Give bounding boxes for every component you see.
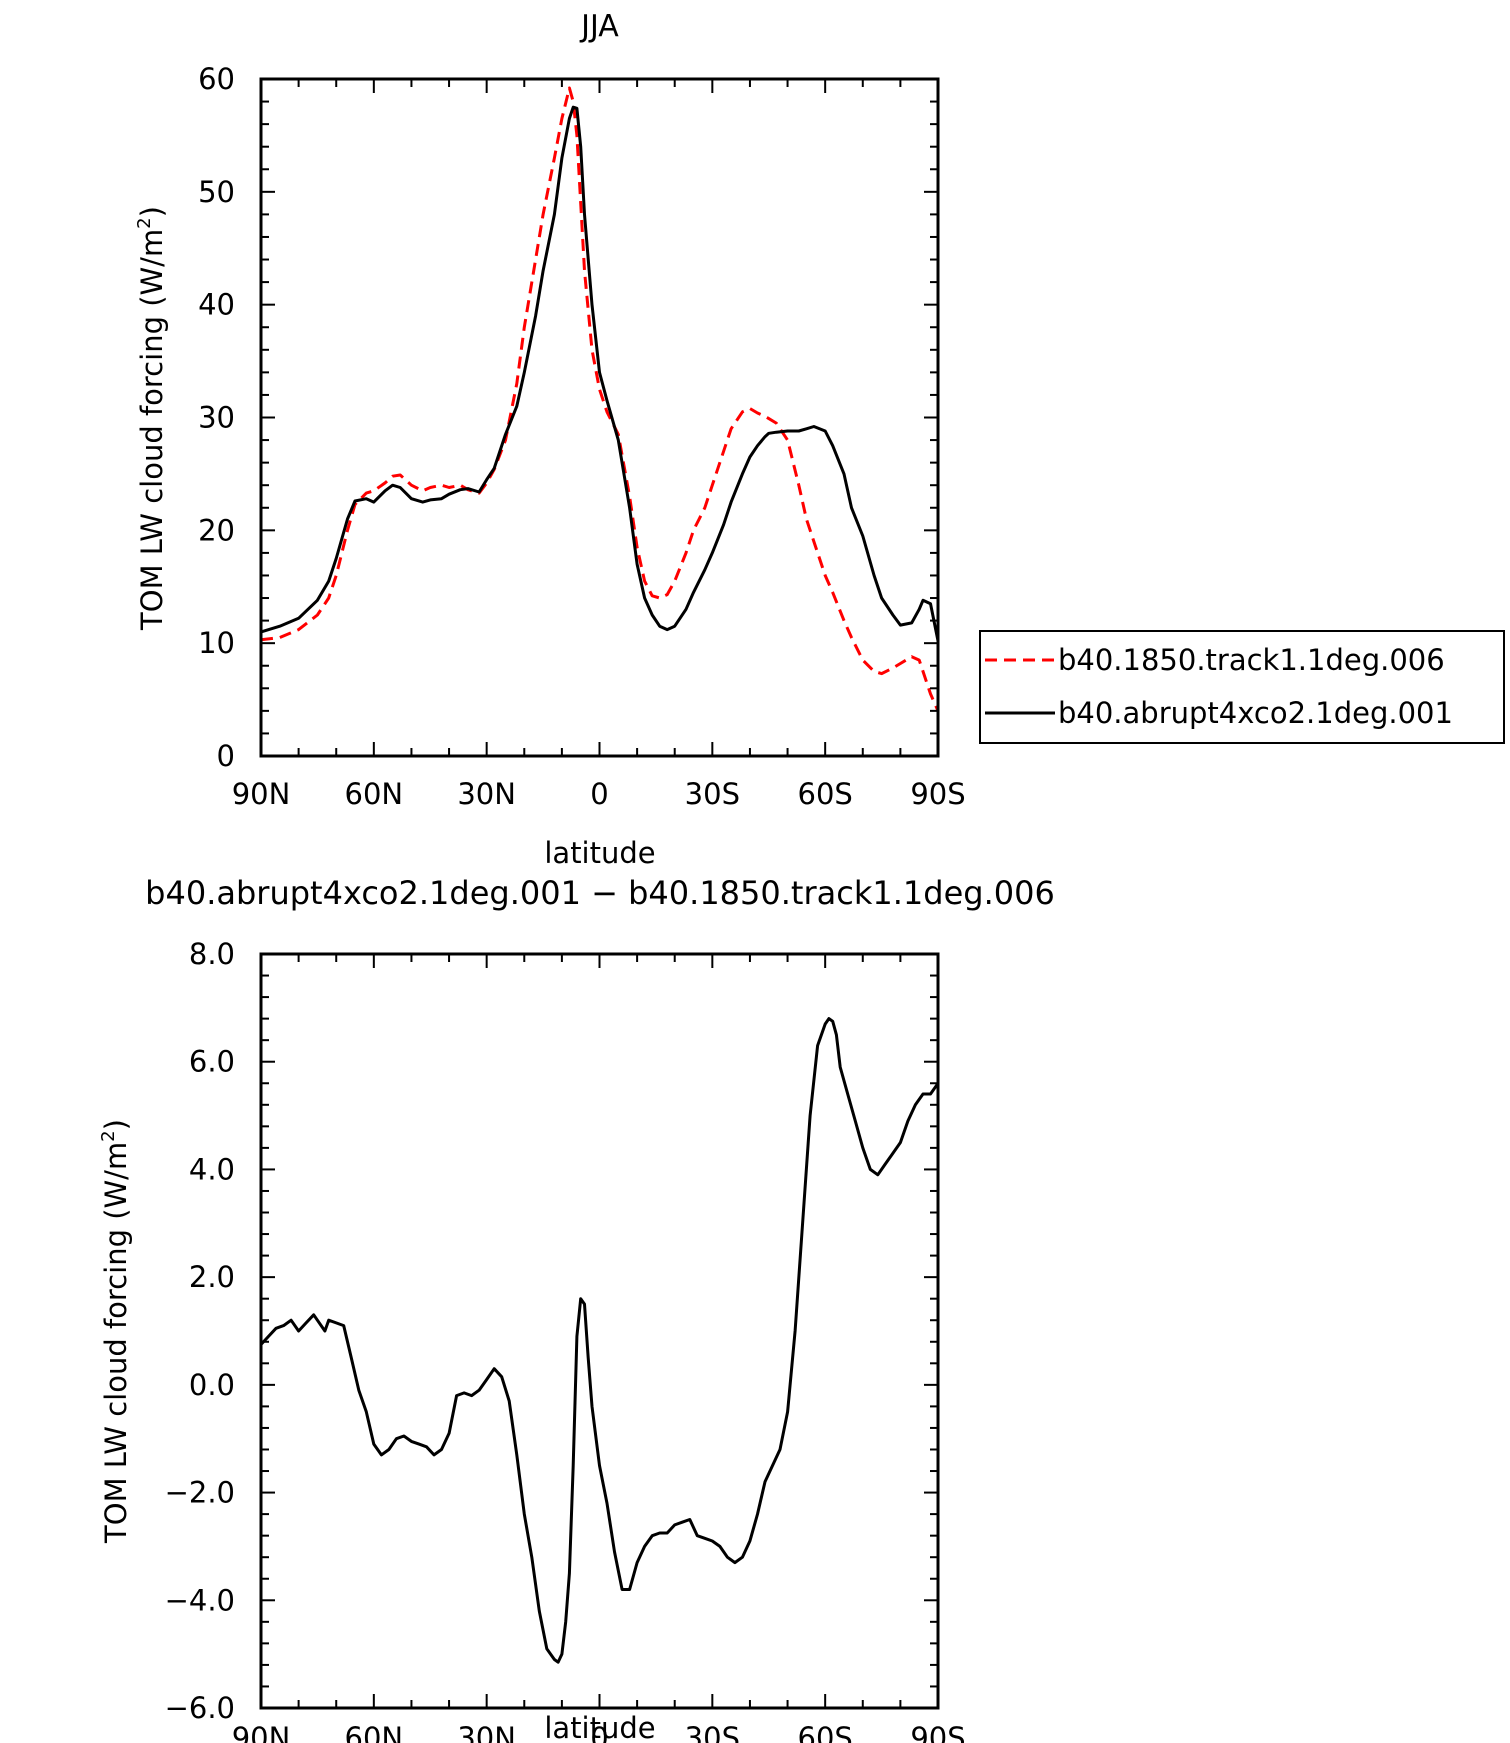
legend-label: b40.1850.track1.1deg.006	[1058, 643, 1445, 677]
x-tick-label: 60S	[798, 1721, 853, 1743]
top-panel: JJA 90N 60N 30N 0 30S 60S 90S 0 10 20 30 40 50 60 la…	[134, 9, 1505, 870]
y-tick-labels: 0 10 20 30 40 50 60	[198, 62, 235, 773]
chart-title: JJA	[579, 9, 619, 44]
axis-ticks	[260, 78, 939, 757]
x-tick-label: 30S	[685, 777, 740, 811]
x-tick-label: 90S	[910, 777, 965, 811]
axis-ticks	[260, 953, 939, 1709]
x-tick-label: 0	[590, 777, 608, 811]
series-line-1	[260, 86, 940, 712]
x-axis-label: latitude	[544, 1711, 655, 1743]
x-tick-label: 60N	[345, 777, 404, 811]
y-axis-label: TOM LW cloud forcing (W/m2)	[98, 1119, 133, 1544]
series-lines	[259, 1017, 940, 1664]
plot-area: 90N 60N 30N 0 30S 60S 90S 0 10 20 30 40 50 60	[198, 62, 966, 811]
series-lines	[260, 86, 940, 712]
series-line-1	[259, 1017, 940, 1664]
y-tick-labels: −6.0 −4.0 −2.0 0.0 2.0 4.0 6.0 8.0	[165, 937, 235, 1725]
x-tick-label: 60S	[798, 777, 853, 811]
legend: b40.1850.track1.1deg.006 b40.abrupt4xco2…	[979, 630, 1505, 744]
y-tick-label: 60	[198, 62, 235, 96]
y-tick-label: 20	[198, 513, 235, 547]
series-line-2	[260, 105, 940, 642]
y-tick-label: 8.0	[189, 937, 235, 971]
legend-entry: b40.1850.track1.1deg.006	[985, 643, 1445, 677]
x-tick-label: 90S	[910, 1721, 965, 1743]
legend-label: b40.abrupt4xco2.1deg.001	[1058, 696, 1453, 730]
bottom-panel: b40.abrupt4xco2.1deg.001 − b40.1850.trac…	[98, 874, 1055, 1743]
x-tick-labels: 90N 60N 30N 0 30S 60S 90S	[232, 777, 966, 811]
y-tick-label: 30	[198, 401, 235, 435]
legend-box	[979, 630, 1505, 744]
x-tick-labels: 90N 60N 30N 0 30S 60S 90S	[232, 1721, 966, 1743]
x-tick-label: 30N	[457, 777, 516, 811]
x-tick-label: 30S	[685, 1721, 740, 1743]
plot-frame	[259, 952, 940, 1710]
y-tick-label: 2.0	[189, 1260, 235, 1294]
chart-title: b40.abrupt4xco2.1deg.001 − b40.1850.trac…	[145, 874, 1055, 912]
x-tick-label: 0	[590, 1721, 608, 1743]
y-tick-label: −2.0	[165, 1476, 235, 1510]
x-tick-label: 90N	[232, 777, 291, 811]
y-tick-label: 4.0	[189, 1152, 235, 1186]
x-axis-label: latitude	[544, 836, 655, 870]
y-tick-label: 50	[198, 175, 235, 209]
y-tick-label: 40	[198, 288, 235, 322]
plot-area: 90N 60N 30N 0 30S 60S 90S −6.0 −4.0 −2.0 0.0 2.0 4.…	[165, 937, 966, 1743]
x-tick-label: 60N	[345, 1721, 404, 1743]
y-tick-label: −4.0	[165, 1583, 235, 1617]
x-tick-label: 30N	[457, 1721, 516, 1743]
y-tick-label: 0.0	[189, 1368, 235, 1402]
y-tick-label: 6.0	[189, 1045, 235, 1079]
legend-entry: b40.abrupt4xco2.1deg.001	[985, 696, 1453, 730]
plot-frame	[259, 77, 940, 758]
y-tick-label: 0	[217, 739, 235, 773]
y-tick-label: 10	[198, 626, 235, 660]
y-tick-label: −6.0	[165, 1691, 235, 1725]
y-axis-label: TOM LW cloud forcing (W/m2)	[134, 206, 169, 631]
x-tick-label: 90N	[232, 1721, 291, 1743]
